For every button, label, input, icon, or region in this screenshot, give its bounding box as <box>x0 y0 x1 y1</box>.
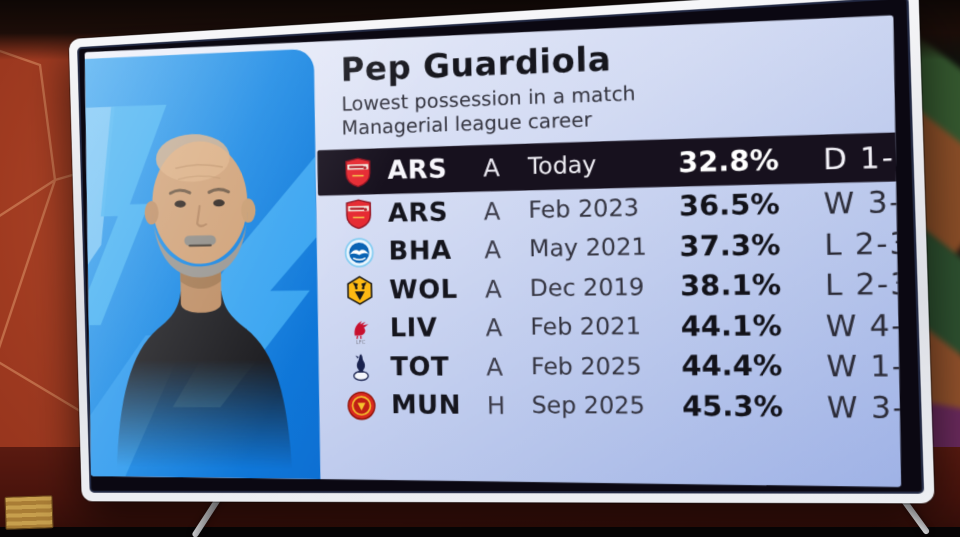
match-date: Sep 2025 <box>531 392 646 420</box>
venue-indicator: A <box>484 274 502 304</box>
match-date: Feb 2025 <box>530 353 642 381</box>
team-code: LIV <box>389 313 438 344</box>
venue-indicator: A <box>484 235 502 265</box>
team-code: WOL <box>389 274 458 306</box>
brighton-crest-icon <box>343 236 375 268</box>
table-row: TOT A Feb 2025 44.4% W 1-0 <box>333 346 902 387</box>
team-code: ARS <box>387 197 449 229</box>
pep-guardiola-portrait <box>113 132 293 480</box>
arsenal-crest-icon <box>343 198 375 230</box>
stat-card: Pep Guardiola Lowest possession in a mat… <box>84 15 902 488</box>
venue-indicator: A <box>486 352 504 381</box>
match-result: W 3-0 <box>826 389 902 425</box>
match-result: W 3-1 <box>823 183 902 222</box>
floor-edge-strip <box>0 527 960 537</box>
floor-marker-label <box>4 495 54 530</box>
team-code: ARS <box>387 154 448 187</box>
possession-percentage: 32.8% <box>677 144 780 180</box>
possession-percentage: 37.3% <box>679 228 781 263</box>
table-row: WOL A Dec 2019 38.1% L 2-3 <box>332 264 902 310</box>
pep-guardiola-photo <box>84 48 321 480</box>
match-result: D 1-1 <box>822 138 902 177</box>
team-code: BHA <box>388 235 452 267</box>
match-result: L 2-3 <box>824 225 902 262</box>
venue-indicator: A <box>482 154 501 183</box>
possession-percentage: 36.5% <box>678 188 781 224</box>
wolves-crest-icon <box>344 274 376 306</box>
card-header: Pep Guardiola Lowest possession in a mat… <box>329 15 895 141</box>
possession-percentage: 45.3% <box>681 390 784 424</box>
possession-percentage: 38.1% <box>679 269 782 303</box>
liverpool-crest-icon <box>345 313 377 345</box>
venue-indicator: A <box>483 196 501 226</box>
venue-indicator: A <box>485 313 503 343</box>
tv-frame: Pep Guardiola Lowest possession in a mat… <box>68 0 935 504</box>
match-date: Today <box>527 152 597 181</box>
arsenal-crest-icon <box>342 156 374 189</box>
match-date: Dec 2019 <box>529 273 645 302</box>
match-result: W 4-1 <box>825 307 902 344</box>
team-code: MUN <box>390 390 462 421</box>
table-row: LIV A Feb 2021 44.1% W 4-1 <box>333 305 902 348</box>
match-result: L 2-3 <box>824 266 902 303</box>
team-code: TOT <box>390 351 450 382</box>
table-row: MUN H Sep 2025 45.3% W 3-0 <box>334 386 902 428</box>
possession-percentage: 44.1% <box>680 309 783 343</box>
tv-screen: Pep Guardiola Lowest possession in a mat… <box>77 0 925 494</box>
match-date: Feb 2021 <box>530 313 642 341</box>
match-date: May 2021 <box>528 233 648 263</box>
man-united-crest-icon <box>346 389 378 421</box>
tottenham-crest-icon <box>345 351 377 383</box>
match-date: Feb 2023 <box>528 194 640 224</box>
stat-content: Pep Guardiola Lowest possession in a mat… <box>316 15 902 487</box>
venue-indicator: H <box>486 391 506 420</box>
match-result: W 1-0 <box>826 348 902 384</box>
possession-percentage: 44.4% <box>681 350 783 383</box>
possession-table: ARS A Today 32.8% D 1-1 ARS A Feb 2023 3… <box>316 131 902 428</box>
